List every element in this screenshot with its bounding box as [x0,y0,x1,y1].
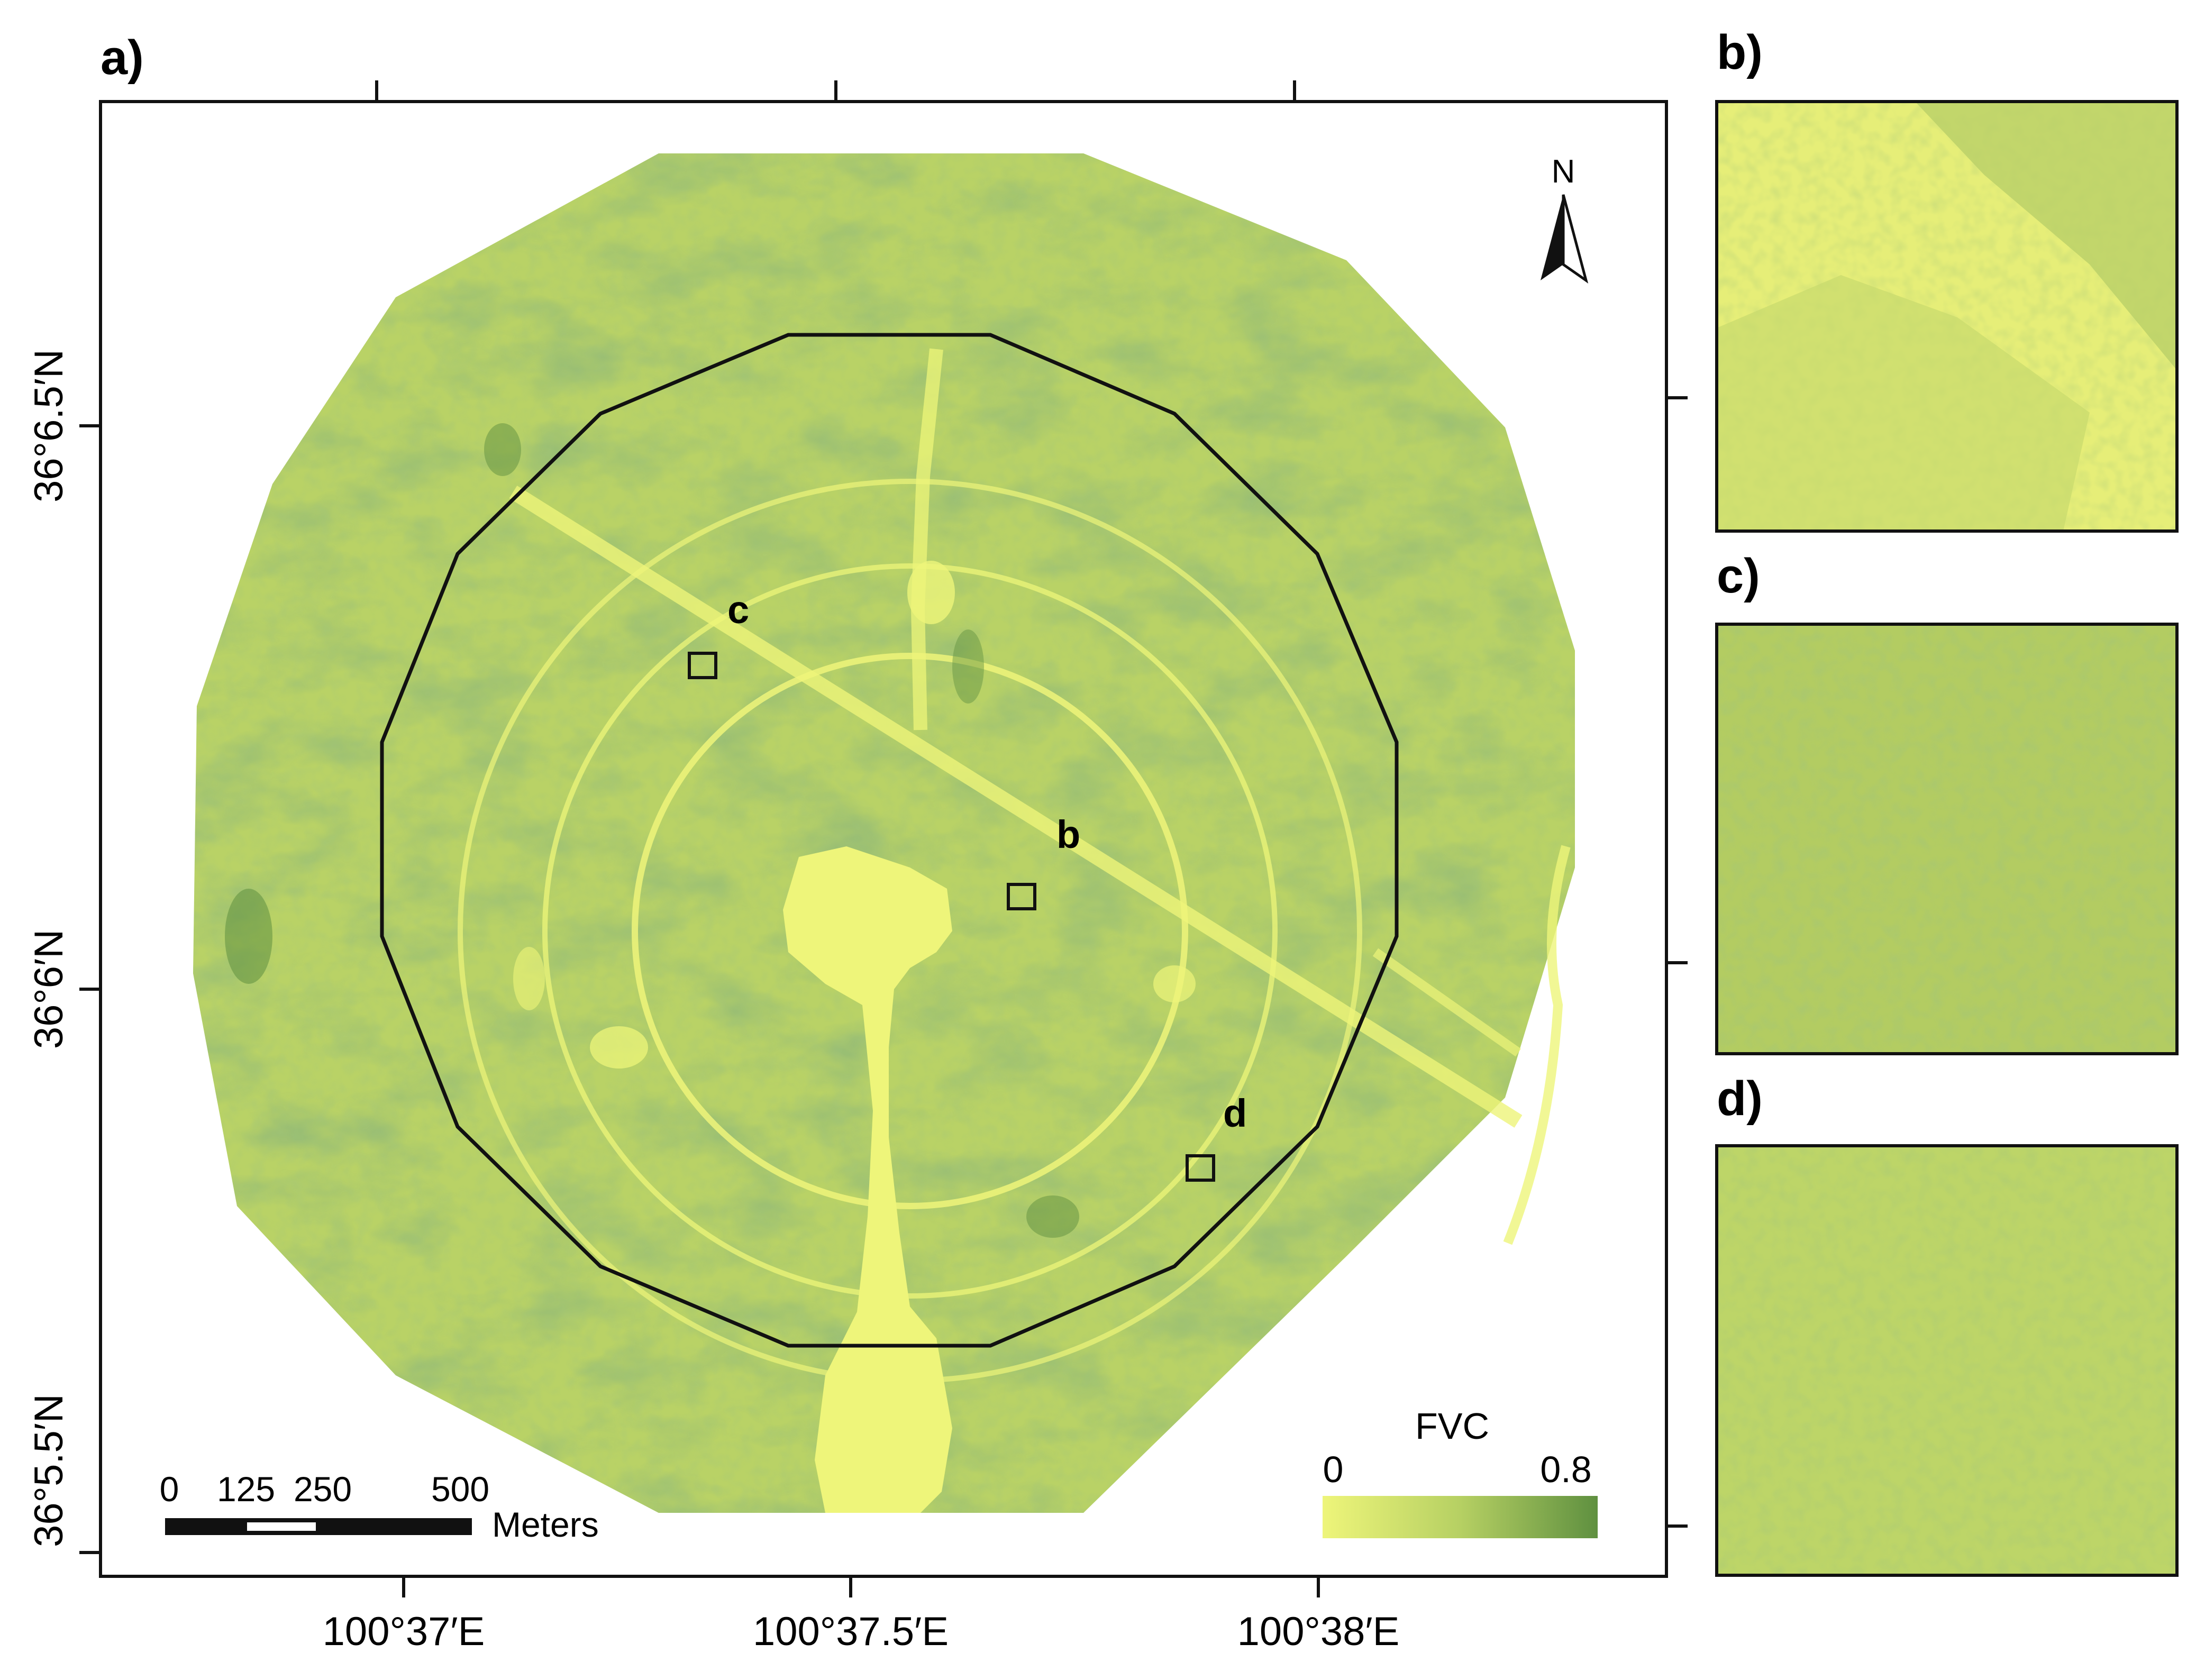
lon-tick-label: 100°38′E [1237,1609,1400,1654]
study-area-boundary [380,333,1399,1348]
lat-tick-label: 36°6′N [26,929,71,1049]
panel-b-label: b) [1717,25,1763,79]
bare-patch [590,1026,648,1069]
inset-box-c [688,652,717,679]
raster-fine-texture [193,153,1575,1513]
panel-b: b) [1715,25,2179,533]
inset-box-b [1007,883,1036,910]
track-north [910,348,943,731]
scale-bar-body [165,1518,472,1535]
inset-d-image [1717,1146,2177,1575]
bare-patch [513,947,545,1010]
scale-tick-label: 0 [160,1469,179,1509]
legend-color-ramp [1323,1496,1598,1538]
north-arrow-label: N [1552,153,1575,190]
stream [1503,845,1571,1245]
inset-label-c: c [727,588,749,632]
ring-middle [542,563,1278,1299]
north-arrow-icon [1541,194,1589,284]
inset-d-frame [1715,1144,2179,1577]
panel-d: d) [1715,1072,2179,1577]
scale-tick-label: 125 [217,1469,275,1509]
fvc-raster [193,153,1575,1513]
dense-vegetation [225,889,272,984]
dense-vegetation [952,629,984,704]
lon-tick-label: 100°37′E [323,1609,485,1654]
inset-b-image [1717,102,2177,531]
scale-tick-label: 500 [431,1469,489,1509]
scale-tick-label: 250 [294,1469,352,1509]
scale-bar-unit: Meters [492,1505,599,1544]
lon-tick-label: 100°37.5′E [753,1609,949,1654]
lat-tick-label: 36°5.5′N [26,1394,71,1547]
panel-c: c) [1715,549,2179,1055]
inset-c-image [1717,624,2177,1054]
north-arrow: N [1541,153,1589,284]
dense-vegetation [484,423,521,476]
panel-c-label: c) [1717,549,1760,603]
legend-max-label: 0.8 [1540,1449,1591,1490]
lat-tick-label: 36°6.5′N [26,349,71,503]
fvc-legend: FVC 0 0.8 [1323,1405,1598,1538]
scale-bar-segment [247,1522,316,1531]
inset-label-b: b [1056,812,1080,856]
inset-label-d: d [1223,1091,1247,1135]
inset-box-d [1186,1154,1215,1182]
panel-a: a) [26,31,1688,1654]
ring-inner [632,653,1188,1209]
dense-vegetation [1026,1195,1079,1238]
legend-title: FVC [1415,1405,1489,1447]
inset-b-frame [1715,100,2179,533]
inset-c-frame [1715,623,2179,1055]
scale-bar: 0 125 250 500 Meters [160,1469,599,1544]
road-segment [1372,948,1521,1057]
bare-patch [907,561,955,624]
bare-patch [1153,965,1196,1002]
legend-min-label: 0 [1323,1449,1344,1490]
panel-d-label: d) [1717,1072,1763,1126]
panel-a-label: a) [101,31,144,85]
